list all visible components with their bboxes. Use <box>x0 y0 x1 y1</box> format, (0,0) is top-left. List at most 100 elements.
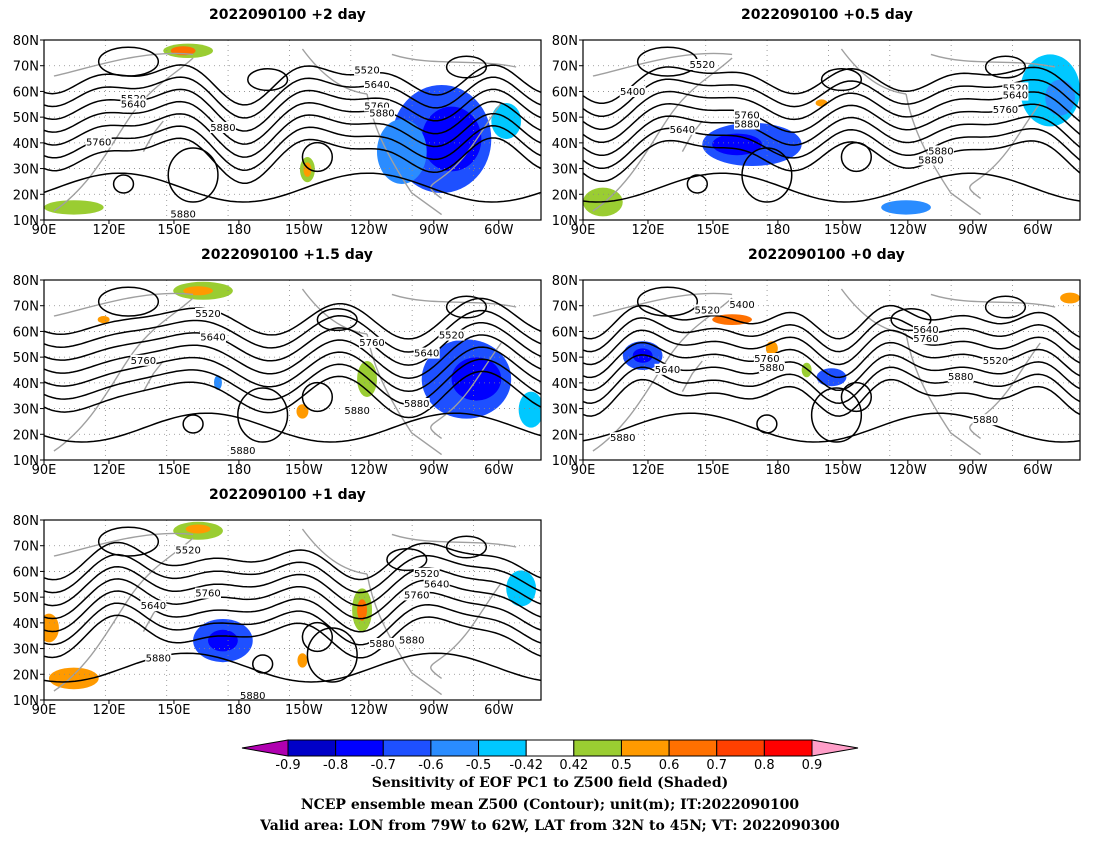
lat-tick-label: 20N <box>13 188 39 203</box>
contour-label: 5640 <box>364 80 389 91</box>
sensitivity-shading <box>213 375 222 390</box>
contour-label: 5880 <box>759 363 784 374</box>
lon-tick-label: 120E <box>92 703 125 718</box>
contour-label: 5640 <box>200 332 225 343</box>
lon-tick-label: 120W <box>889 463 927 478</box>
coastline <box>53 288 517 456</box>
z500-contours <box>44 526 541 683</box>
lon-tick-label: 150E <box>157 223 190 238</box>
lat-tick-label: 20N <box>552 428 578 443</box>
contour-label: 5520 <box>690 60 715 71</box>
colorbar-segment <box>335 739 384 757</box>
lon-tick-label: 90W <box>958 463 988 478</box>
lat-tick-label: 30N <box>13 643 39 658</box>
lat-tick-label: 70N <box>13 540 39 555</box>
contour-label: 5520 <box>175 545 200 556</box>
contour-label: 5880 <box>734 119 759 130</box>
lat-tick-label: 10N <box>13 454 39 469</box>
lon-tick-label: 180 <box>226 463 251 478</box>
lon-tick-label: 120E <box>631 223 664 238</box>
panel-title: 2022090100 +1 day <box>209 487 366 503</box>
lat-tick-label: 30N <box>552 403 578 418</box>
colorbar-segment <box>763 739 813 757</box>
contour-label: 5880 <box>344 406 369 417</box>
lat-tick-label: 30N <box>13 403 39 418</box>
lon-tick-label: 90E <box>32 463 57 478</box>
lat-tick-label: 50N <box>13 591 39 606</box>
footer-line-3: Valid area: LON from 79W to 62W, LAT fro… <box>260 818 840 834</box>
lat-tick-label: 70N <box>552 300 578 315</box>
lon-tick-label: 90E <box>32 223 57 238</box>
contour-label: 5880 <box>369 639 394 650</box>
lon-tick-label: 150W <box>824 463 862 478</box>
contour-label: 5640 <box>913 325 938 336</box>
lon-tick-label: 180 <box>765 223 790 238</box>
colorbar-tick-label: 0.42 <box>559 758 588 773</box>
lat-tick-label: 30N <box>552 163 578 178</box>
sensitivity-shading <box>491 103 522 139</box>
sensitivity-shading <box>97 316 110 324</box>
lat-tick-label: 70N <box>13 60 39 75</box>
sensitivity-shading <box>183 286 213 296</box>
colorbar-tick-label: -0.5 <box>466 758 491 773</box>
lat-tick-label: 50N <box>13 111 39 126</box>
contour-label: 5760 <box>913 334 938 345</box>
contour-label: 5880 <box>928 146 953 157</box>
footer-line-2: NCEP ensemble mean Z500 (Contour); unit(… <box>300 797 800 813</box>
lon-tick-label: 60W <box>1023 463 1053 478</box>
contour-label: 5880 <box>210 123 235 134</box>
contour-label: 5880 <box>230 446 255 457</box>
colorbar-segment <box>573 739 622 757</box>
lon-tick-label: 120E <box>631 463 664 478</box>
lat-tick-label: 60N <box>552 85 578 100</box>
lat-tick-label: 10N <box>552 214 578 229</box>
footer-line-1: Sensitivity of EOF PC1 to Z500 field (Sh… <box>371 775 729 791</box>
sensitivity-shading <box>185 524 211 534</box>
lon-tick-label: 120W <box>350 223 388 238</box>
contour-label: 5640 <box>670 125 695 136</box>
contour-label: 5400 <box>729 300 754 311</box>
lat-tick-label: 80N <box>13 274 39 289</box>
contour-label: 5880 <box>146 653 171 664</box>
lon-tick-label: 180 <box>226 223 251 238</box>
contour-label: 5880 <box>399 635 424 646</box>
lon-tick-label: 120W <box>889 223 927 238</box>
lon-tick-label: 150E <box>157 703 190 718</box>
colorbar-segment <box>620 739 670 757</box>
colorbar-tick-label: -0.8 <box>323 758 348 773</box>
lat-tick-label: 80N <box>13 34 39 49</box>
lon-tick-label: 150W <box>285 703 323 718</box>
panel-title: 2022090100 +1.5 day <box>201 247 373 263</box>
contour-label: 5520 <box>354 65 379 76</box>
z500-contours <box>44 46 541 203</box>
lat-tick-label: 80N <box>552 34 578 49</box>
colorbar-tick-label: 0.7 <box>706 758 727 773</box>
colorbar: -0.9 -0.8 -0.7 -0.6 -0.5 -0.42 0.42 0.5 0.6 0.7 0.… <box>241 739 859 773</box>
lon-tick-label: 180 <box>226 703 251 718</box>
contour-label: 5520 <box>1003 83 1028 94</box>
contour-label: 5880 <box>973 415 998 426</box>
colorbar-segment <box>430 739 480 757</box>
lat-tick-label: 40N <box>552 137 578 152</box>
lon-tick-label: 90W <box>419 223 449 238</box>
lat-tick-label: 80N <box>13 514 39 529</box>
lon-tick-label: 60W <box>484 703 514 718</box>
panel-title: 2022090100 +0 day <box>748 247 905 263</box>
lat-tick-label: 20N <box>13 668 39 683</box>
contour-label: 5760 <box>359 338 384 349</box>
contour-label: 5640 <box>414 349 439 360</box>
lat-tick-label: 40N <box>13 377 39 392</box>
contour-label: 5760 <box>86 137 111 148</box>
lat-tick-label: 10N <box>552 454 578 469</box>
colorbar-segment <box>668 739 718 757</box>
contour-label: 5520 <box>983 356 1008 367</box>
lat-tick-label: 20N <box>552 188 578 203</box>
lon-tick-label: 60W <box>1023 223 1053 238</box>
lat-tick-label: 50N <box>552 351 578 366</box>
contour-label: 5880 <box>948 372 973 383</box>
colorbar-segment <box>241 739 289 757</box>
lon-tick-label: 90W <box>419 703 449 718</box>
